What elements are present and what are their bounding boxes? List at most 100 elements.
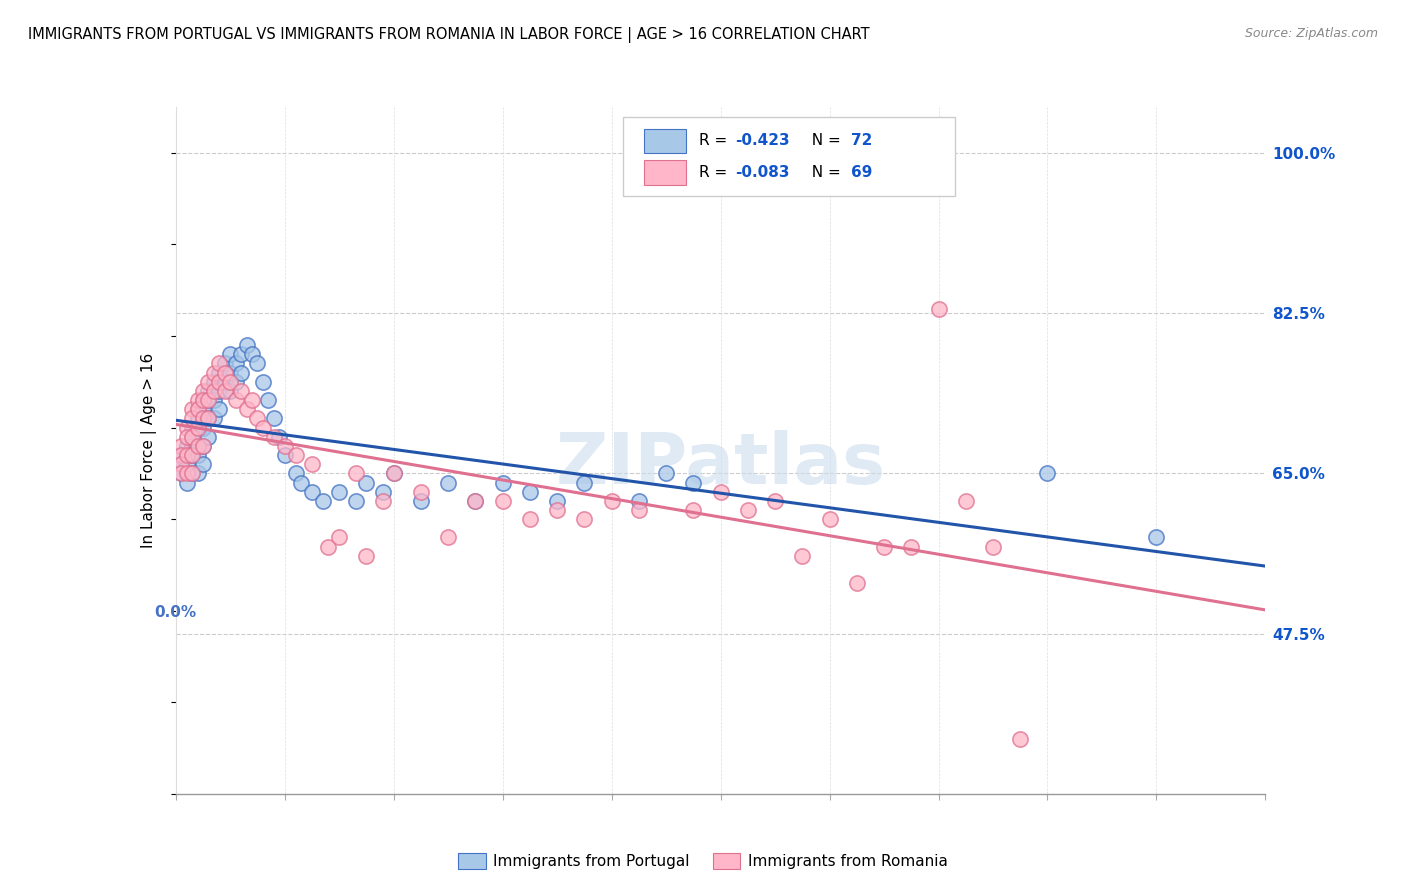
Point — [181, 430, 204, 444]
Point — [191, 384, 214, 398]
Point — [170, 448, 193, 462]
Point — [186, 439, 209, 453]
Point — [627, 503, 650, 517]
Point — [464, 493, 486, 508]
Point — [284, 448, 307, 462]
Point — [231, 347, 253, 361]
Point — [252, 420, 274, 434]
Point — [181, 448, 204, 462]
Point — [252, 375, 274, 389]
Point — [202, 366, 225, 380]
Point — [981, 540, 1004, 554]
Text: N =: N = — [803, 134, 846, 148]
Point — [191, 457, 214, 471]
Point — [191, 411, 214, 425]
Point — [219, 384, 242, 398]
Point — [873, 540, 896, 554]
Point — [627, 493, 650, 508]
Point — [181, 402, 204, 417]
Point — [955, 493, 977, 508]
Point — [225, 375, 247, 389]
Point — [301, 457, 323, 471]
Point — [231, 384, 253, 398]
Text: R =: R = — [699, 134, 733, 148]
Point — [382, 467, 405, 481]
Point — [186, 448, 209, 462]
Point — [235, 338, 257, 352]
Point — [312, 493, 335, 508]
Point — [382, 467, 405, 481]
Point — [928, 301, 950, 316]
Point — [197, 393, 219, 408]
Point — [409, 493, 432, 508]
Point — [176, 448, 198, 462]
Text: 0.0%: 0.0% — [155, 605, 197, 620]
Point — [437, 531, 460, 545]
Point — [682, 475, 704, 490]
Text: ZIPatlas: ZIPatlas — [555, 430, 886, 499]
Point — [176, 475, 198, 490]
Point — [197, 411, 219, 425]
Point — [219, 366, 242, 380]
Point — [900, 540, 922, 554]
Point — [170, 439, 193, 453]
FancyBboxPatch shape — [644, 161, 686, 185]
Point — [409, 484, 432, 499]
Text: R =: R = — [699, 165, 733, 180]
Point — [274, 439, 297, 453]
Point — [600, 493, 623, 508]
Point — [191, 411, 214, 425]
Point — [318, 540, 340, 554]
Point — [219, 375, 242, 389]
Point — [257, 393, 280, 408]
Point — [290, 475, 312, 490]
Legend: Immigrants from Portugal, Immigrants from Romania: Immigrants from Portugal, Immigrants fro… — [453, 847, 953, 875]
Point — [1144, 531, 1167, 545]
Point — [186, 420, 209, 434]
Point — [274, 448, 297, 462]
Point — [371, 493, 394, 508]
Point — [492, 493, 515, 508]
Point — [519, 484, 541, 499]
Point — [208, 375, 231, 389]
Point — [437, 475, 460, 490]
Point — [214, 384, 236, 398]
Point — [301, 484, 323, 499]
Text: Source: ZipAtlas.com: Source: ZipAtlas.com — [1244, 27, 1378, 40]
Point — [371, 484, 394, 499]
Point — [202, 393, 225, 408]
Point — [492, 475, 515, 490]
Y-axis label: In Labor Force | Age > 16: In Labor Force | Age > 16 — [141, 353, 157, 548]
Point — [170, 457, 193, 471]
Point — [176, 430, 198, 444]
Point — [763, 493, 786, 508]
Point — [208, 356, 231, 370]
Point — [263, 411, 285, 425]
Point — [328, 531, 350, 545]
Point — [269, 430, 291, 444]
Point — [191, 439, 214, 453]
Point — [170, 457, 193, 471]
Point — [181, 467, 204, 481]
Text: -0.083: -0.083 — [735, 165, 789, 180]
Point — [356, 549, 378, 563]
Point — [176, 448, 198, 462]
Point — [214, 366, 236, 380]
Point — [202, 375, 225, 389]
Point — [191, 420, 214, 434]
Point — [231, 366, 253, 380]
Point — [181, 448, 204, 462]
Point — [246, 411, 269, 425]
Point — [181, 439, 204, 453]
Point — [546, 503, 568, 517]
Point — [328, 484, 350, 499]
Point — [214, 356, 236, 370]
Point — [186, 439, 209, 453]
Point — [574, 512, 596, 526]
Point — [235, 402, 257, 417]
Point — [344, 467, 367, 481]
Point — [344, 493, 367, 508]
Point — [219, 347, 242, 361]
Point — [202, 411, 225, 425]
Point — [170, 467, 193, 481]
